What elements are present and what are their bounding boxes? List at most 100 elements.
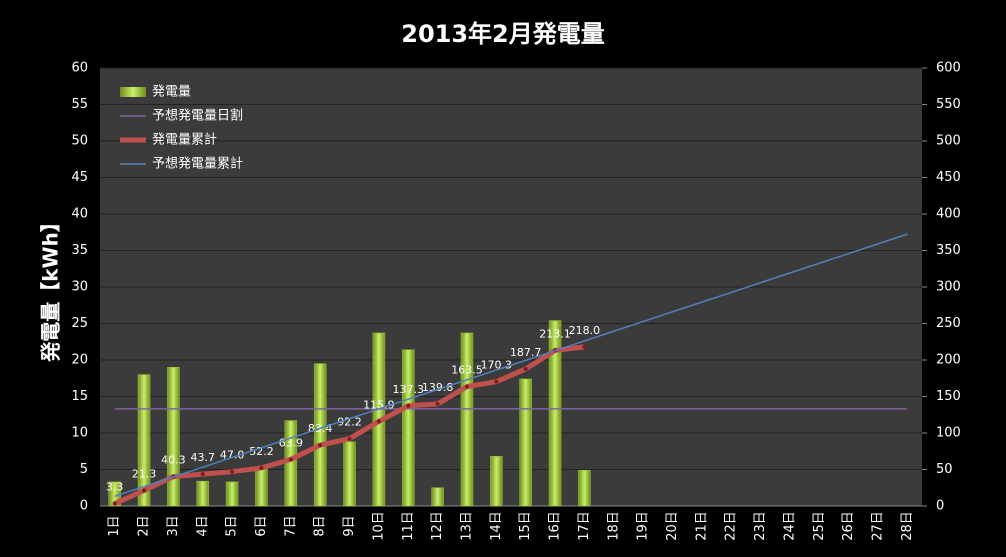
y2-tick-label: 600 <box>936 61 961 76</box>
x-tick-label: 17日 <box>577 511 592 541</box>
bar <box>167 367 180 507</box>
data-label: 3.3 <box>106 481 124 494</box>
y2-tick-label: 50 <box>936 462 953 477</box>
data-label: 52.2 <box>249 445 274 458</box>
bar <box>402 349 415 507</box>
legend-label: 発電量 <box>152 85 191 100</box>
x-tick-label: 3日 <box>166 515 181 536</box>
y2-tick-label: 450 <box>936 170 961 185</box>
point <box>318 443 323 448</box>
legend-label: 発電量累計 <box>152 132 217 148</box>
y2-tick-label: 250 <box>936 316 961 331</box>
chart-title: 2013年2月発電量 <box>401 20 605 48</box>
point <box>464 384 469 389</box>
point <box>347 436 352 441</box>
point <box>288 457 293 462</box>
x-tick-label: 2日 <box>137 515 152 536</box>
x-tick-label: 22日 <box>724 511 739 541</box>
data-label: 92.2 <box>337 416 362 429</box>
y-tick-label: 50 <box>71 134 88 149</box>
data-label: 115.9 <box>363 398 395 411</box>
data-label: 40.3 <box>161 454 186 467</box>
x-tick-label: 19日 <box>636 511 651 541</box>
y2-tick-label: 300 <box>936 280 961 295</box>
y-tick-label: 0 <box>80 499 88 514</box>
x-tick-label: 28日 <box>900 511 915 541</box>
point <box>259 465 264 470</box>
data-label: 218.0 <box>569 324 601 337</box>
bar <box>460 332 474 507</box>
bar <box>519 378 532 507</box>
point <box>523 366 528 371</box>
x-tick-label: 23日 <box>753 511 768 541</box>
y-axis-label: 発電量【kWh】 <box>39 212 63 363</box>
y-tick-label: 45 <box>71 170 88 185</box>
bar <box>548 320 562 507</box>
point <box>435 401 440 406</box>
point <box>494 379 499 384</box>
data-label: 139.8 <box>422 381 454 394</box>
bar <box>343 441 356 507</box>
y-tick-label: 35 <box>71 243 88 258</box>
x-tick-label: 26日 <box>841 511 856 541</box>
x-tick-label: 13日 <box>459 511 474 541</box>
x-tick-label: 21日 <box>694 511 709 541</box>
x-tick-label: 8日 <box>313 515 328 536</box>
legend-label: 予想発電量日割 <box>152 108 243 124</box>
y-tick-label: 5 <box>80 462 88 477</box>
y2-tick-label: 400 <box>936 207 961 222</box>
bar <box>313 363 327 507</box>
y2-tick-label: 0 <box>936 499 944 514</box>
y-tick-label: 60 <box>71 61 88 76</box>
data-label: 137.3 <box>393 383 425 396</box>
y-tick-label: 15 <box>71 389 88 404</box>
x-tick-label: 18日 <box>606 511 621 541</box>
x-tick-label: 25日 <box>812 511 827 541</box>
x-tick-label: 4日 <box>195 515 210 536</box>
data-label: 47.0 <box>220 449 245 462</box>
legend-label: 予想発電量累計 <box>152 156 243 172</box>
y2-tick-label: 350 <box>936 243 961 258</box>
y2-tick-label: 550 <box>936 97 961 112</box>
x-tick-label: 9日 <box>342 515 357 536</box>
bar <box>431 487 444 507</box>
x-tick-label: 15日 <box>518 511 533 541</box>
bar <box>578 469 591 507</box>
y-tick-label: 40 <box>71 207 88 222</box>
data-label: 213.1 <box>539 327 571 340</box>
data-label: 163.5 <box>451 364 483 377</box>
x-tick-label: 14日 <box>489 511 504 541</box>
data-label: 21.3 <box>132 467 157 480</box>
data-label: 170.3 <box>481 359 513 372</box>
x-tick-label: 10日 <box>371 511 386 541</box>
line <box>114 233 908 498</box>
bar <box>284 420 298 507</box>
x-tick-label: 27日 <box>870 511 885 541</box>
y-tick-label: 25 <box>71 316 88 331</box>
bar <box>137 374 151 507</box>
x-tick-label: 24日 <box>782 511 797 541</box>
point <box>230 469 235 474</box>
x-tick-label: 20日 <box>665 511 680 541</box>
legend-swatch <box>120 87 146 97</box>
y-tick-label: 55 <box>71 97 88 112</box>
x-tick-label: 12日 <box>430 511 445 541</box>
point <box>112 501 117 506</box>
y2-tick-label: 150 <box>936 389 961 404</box>
bar <box>225 481 239 507</box>
x-tick-label: 7日 <box>283 515 298 536</box>
y-tick-label: 30 <box>71 280 88 295</box>
y2-tick-label: 100 <box>936 426 961 441</box>
x-tick-label: 5日 <box>225 515 240 536</box>
x-tick-label: 16日 <box>548 511 563 541</box>
point <box>142 488 147 493</box>
bar <box>196 480 209 507</box>
x-tick-label: 1日 <box>107 515 122 536</box>
point <box>376 419 381 424</box>
point <box>582 344 587 349</box>
y2-tick-label: 500 <box>936 134 961 149</box>
data-label: 43.7 <box>191 451 216 464</box>
y-tick-label: 10 <box>71 426 88 441</box>
